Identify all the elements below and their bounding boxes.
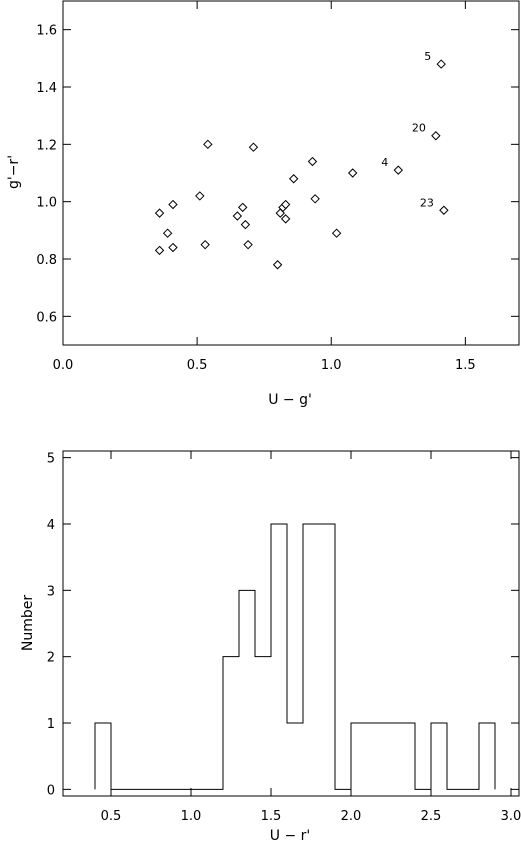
- point-annotation-label: 20: [412, 122, 426, 135]
- data-point-diamond: [347, 168, 358, 178]
- point-annotation-label: 4: [381, 156, 388, 169]
- data-point-diamond: [238, 202, 248, 213]
- data-point-diamond: [203, 139, 213, 150]
- histogram-y-ticks: 0 1 2 3 4 5: [47, 452, 519, 798]
- histogram-x-tick-label: 2.5: [421, 809, 442, 824]
- histogram-y-tick-label: 4: [47, 518, 55, 533]
- data-point-diamond: [288, 174, 299, 184]
- histogram-x-tick-label: 1.5: [261, 809, 282, 824]
- scatter-plot-frame: [62, 0, 520, 346]
- histogram-y-axis-label: Number: [20, 595, 36, 651]
- scatter-x-tick-label: 1.0: [321, 358, 342, 373]
- scatter-panel: 0.0 0.5 1.0 1.5 0.6 0.8 1.0 1.2 1.4 1.6 5 20 4 23 U…: [6, 0, 520, 408]
- scatter-y-tick-label: 0.8: [36, 253, 57, 268]
- data-point-diamond: [232, 211, 243, 221]
- data-point-diamond: [195, 191, 205, 201]
- data-point-diamond: [307, 156, 318, 167]
- point-annotation-label: 23: [420, 196, 434, 209]
- histogram-panel: 0.5 1.0 1.5 2.0 2.5 3.0 0 1 2 3 4 5 U − r' Number: [20, 450, 521, 844]
- scatter-points: [154, 59, 449, 270]
- data-point-diamond: [310, 194, 320, 204]
- histogram-x-axis-label: U − r': [270, 828, 310, 844]
- scatter-y-axis-label: g'−r': [6, 155, 22, 189]
- data-point-diamond: [431, 131, 441, 141]
- scatter-annotations: 5 20 4 23: [381, 50, 434, 209]
- histogram-x-tick-label: 3.0: [501, 809, 521, 824]
- point-annotation-label: 5: [424, 50, 431, 63]
- histogram-y-tick-label: 0: [47, 783, 55, 798]
- histogram-x-ticks: 0.5 1.0 1.5 2.0 2.5 3.0: [101, 451, 521, 824]
- data-point-diamond: [331, 228, 342, 238]
- histogram-y-tick-label: 1: [47, 717, 55, 732]
- data-point-diamond: [168, 242, 178, 253]
- data-point-diamond: [272, 260, 283, 270]
- scatter-x-axis-label: U − g': [268, 392, 312, 408]
- histogram-x-tick-label: 0.5: [101, 809, 122, 824]
- data-point-diamond: [154, 245, 165, 256]
- data-point-diamond: [162, 228, 173, 238]
- data-point-diamond: [200, 239, 210, 250]
- data-point-diamond: [280, 199, 291, 210]
- data-point-diamond: [248, 142, 259, 152]
- histogram-y-tick-label: 5: [47, 452, 55, 467]
- data-point-diamond: [280, 214, 291, 224]
- histogram-y-tick-label: 2: [47, 651, 55, 666]
- data-point-diamond: [393, 165, 404, 175]
- data-point-diamond: [243, 239, 253, 250]
- histogram-step-line: [94, 523, 496, 790]
- scatter-x-ticks: 0.0 0.5 1.0 1.5: [53, 1, 476, 373]
- data-point-diamond: [439, 205, 449, 215]
- scatter-y-tick-label: 1.2: [36, 138, 57, 153]
- histogram-plot-frame: [62, 450, 520, 797]
- data-point-diamond: [168, 199, 178, 210]
- scatter-y-tick-label: 1.6: [36, 24, 57, 39]
- scatter-y-tick-label: 1.4: [36, 81, 57, 96]
- histogram-x-tick-label: 2.0: [341, 809, 362, 824]
- histogram-x-tick-label: 1.0: [181, 809, 202, 824]
- scatter-y-ticks: 0.6 0.8 1.0 1.2 1.4 1.6: [36, 24, 519, 325]
- scatter-y-tick-label: 1.0: [36, 196, 57, 211]
- scatter-x-tick-label: 0.5: [187, 358, 208, 373]
- scatter-y-tick-label: 0.6: [36, 310, 57, 325]
- scatter-x-tick-label: 0.0: [53, 358, 74, 373]
- data-point-diamond: [154, 208, 165, 218]
- scatter-x-tick-label: 1.5: [455, 358, 476, 373]
- data-point-diamond: [436, 59, 446, 69]
- data-point-diamond: [240, 219, 251, 230]
- histogram-y-tick-label: 3: [47, 584, 55, 599]
